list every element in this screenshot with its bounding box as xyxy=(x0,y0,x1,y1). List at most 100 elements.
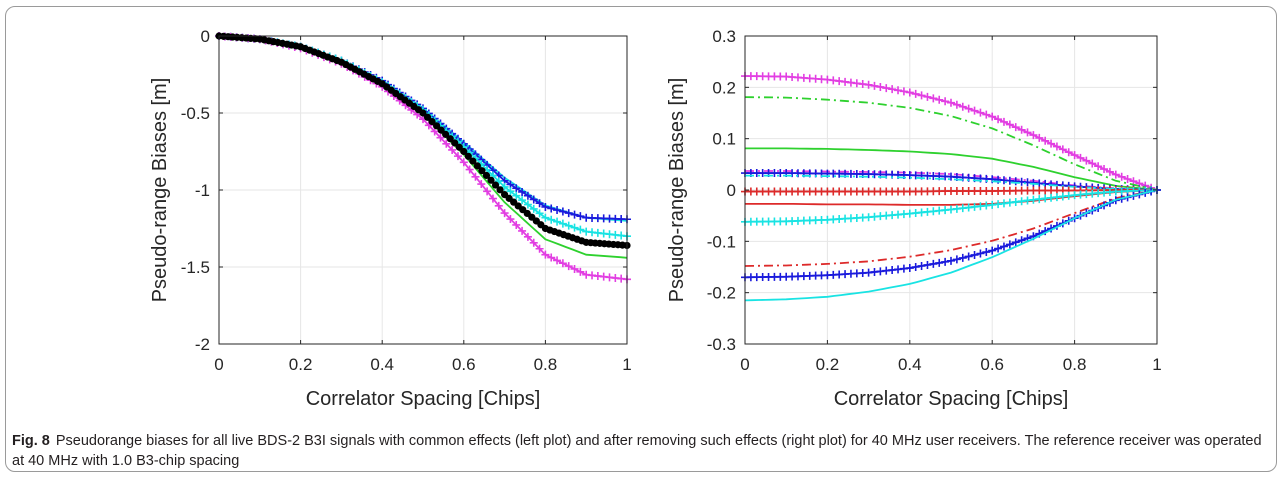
right-ytick-label-0: 0.3 xyxy=(712,27,736,46)
right-ytick-label-1: 0.2 xyxy=(712,78,736,97)
left-series-1-marker-54 xyxy=(529,195,538,204)
right-series-5 xyxy=(745,174,1158,191)
left-series-5-marker-49 xyxy=(437,126,445,134)
left-series-5-marker-54 xyxy=(460,147,468,156)
right-series-2 xyxy=(745,147,1158,191)
left-ytick-label-2: -1 xyxy=(195,181,210,200)
right-series-10-marker-38 xyxy=(964,252,973,261)
right-series-0-marker-49 xyxy=(1029,131,1038,140)
figure-caption: Fig. 8 Pseudorange biases for all live BD… xyxy=(12,431,1267,471)
right-series-0-marker-43 xyxy=(994,115,1003,124)
left-series-4-marker-57 xyxy=(547,253,556,262)
left-series-5-marker-58 xyxy=(478,167,486,175)
right-series-9 xyxy=(744,189,1158,267)
right-series-0-marker-23 xyxy=(876,82,885,91)
right-xtick-label-0: 0 xyxy=(740,355,749,374)
right-series-0-marker-22 xyxy=(870,81,879,90)
left-series-1-marker-60 xyxy=(564,209,573,218)
right-series-10-marker-35 xyxy=(947,256,955,265)
left-ytick-label-3: -1.5 xyxy=(181,258,210,277)
right-series-0-marker-39 xyxy=(970,106,979,115)
left-series-5-marker-57 xyxy=(473,162,481,170)
left-series-5-marker-59 xyxy=(482,171,491,180)
left-series-1-marker-53 xyxy=(523,191,532,200)
right-ytick-label-4: -0.1 xyxy=(707,232,736,251)
right-series-0-marker-54 xyxy=(1058,145,1067,154)
left-series-4-marker-40 xyxy=(448,145,457,154)
left-series-2-marker-53 xyxy=(523,200,532,209)
left-series-4-marker-50 xyxy=(506,215,515,224)
left-series-4-marker-54 xyxy=(529,238,538,247)
left-xtick-label-2: 0.4 xyxy=(370,355,394,374)
right-series-10-marker-31 xyxy=(923,260,932,269)
right-series-0-marker-57 xyxy=(1076,153,1085,162)
left-series-5-marker-53 xyxy=(455,143,463,151)
left-series-2-marker-59 xyxy=(558,219,567,228)
left-series-5-marker-56 xyxy=(469,157,477,165)
right-series-0-marker-41 xyxy=(982,110,991,119)
right-series-10-marker-39 xyxy=(970,250,979,259)
right-series-0-marker-30 xyxy=(917,91,926,100)
left-series-1-marker-52 xyxy=(518,187,527,196)
right-series-2-line xyxy=(745,147,1158,191)
right-series-10-marker-33 xyxy=(935,258,944,267)
left-series-1-marker-59 xyxy=(558,207,567,216)
left-series-5-marker-46 xyxy=(423,113,432,121)
right-series-0-marker-51 xyxy=(1041,136,1050,145)
left-series-5-marker-47 xyxy=(428,117,436,126)
left-series-4-marker-48 xyxy=(494,201,503,210)
left-series-2-marker-60 xyxy=(564,221,573,230)
right-series-0-marker-24 xyxy=(882,84,891,93)
left-series-4-marker-53 xyxy=(523,232,532,241)
right-series-0-marker-25 xyxy=(888,85,897,94)
right-series-10-marker-28 xyxy=(905,264,914,273)
right-series-0-marker-56 xyxy=(1070,151,1079,160)
right-series-10-marker-47 xyxy=(1017,236,1026,245)
right-series-0-marker-46 xyxy=(1011,123,1020,132)
right-series-0-marker-21 xyxy=(864,80,873,89)
left-series-4-marker-42 xyxy=(459,158,468,167)
left-series-2-marker-56 xyxy=(541,213,550,222)
right-series-0-marker-48 xyxy=(1023,128,1032,137)
right-series-5-line xyxy=(745,174,1158,191)
right-series-0-marker-58 xyxy=(1082,156,1091,165)
left-series-4-marker-38 xyxy=(436,133,445,142)
right-series-0-marker-31 xyxy=(923,92,932,101)
right-series-10-marker-37 xyxy=(958,253,967,262)
left-xlabel: Correlator Spacing [Chips] xyxy=(306,388,541,410)
left-series-4-marker-56 xyxy=(541,250,550,259)
left-series-2-marker-57 xyxy=(547,215,556,224)
right-series-0-marker-32 xyxy=(929,94,938,103)
right-ytick-label-5: -0.2 xyxy=(707,284,736,303)
left-series-4-marker-61 xyxy=(570,264,579,273)
right-series-10-marker-41 xyxy=(982,248,991,257)
right-series-10-marker-44 xyxy=(999,242,1008,251)
right-series-0-marker-60 xyxy=(1094,162,1103,171)
right-series-0-marker-59 xyxy=(1088,159,1097,168)
left-series-5 xyxy=(215,32,631,250)
left-xtick-label-0: 0 xyxy=(214,355,223,374)
right-series-0-marker-52 xyxy=(1047,139,1056,148)
left-series-5-marker-55 xyxy=(464,152,472,160)
left-xtick-label-4: 0.8 xyxy=(534,355,558,374)
left-series-4-marker-45 xyxy=(477,180,486,189)
left-series-2-marker-61 xyxy=(570,223,579,232)
right-series-10-marker-40 xyxy=(976,249,985,258)
left-series-4-marker-51 xyxy=(512,220,521,229)
right-series-10-marker-29 xyxy=(911,263,920,271)
right-series-0-marker-65 xyxy=(1123,175,1132,183)
caption-text: Pseudorange biases for all live BDS-2 B3… xyxy=(12,433,1262,469)
left-series-4-marker-55 xyxy=(535,244,544,253)
right-series-0-marker-55 xyxy=(1064,148,1073,157)
right-series-0-marker-45 xyxy=(1005,120,1014,129)
left-xtick-label-5: 1 xyxy=(622,355,631,374)
left-series-4-marker-52 xyxy=(518,226,527,235)
left-series-5-marker-60 xyxy=(487,176,495,184)
left-series-2-marker-55 xyxy=(535,209,544,218)
left-series-5-marker-48 xyxy=(433,122,441,130)
right-series-0-marker-63 xyxy=(1111,170,1120,179)
left-ytick-label-1: -0.5 xyxy=(181,104,210,123)
left-series-4-marker-41 xyxy=(453,152,462,161)
right-series-0-marker-36 xyxy=(952,100,961,109)
